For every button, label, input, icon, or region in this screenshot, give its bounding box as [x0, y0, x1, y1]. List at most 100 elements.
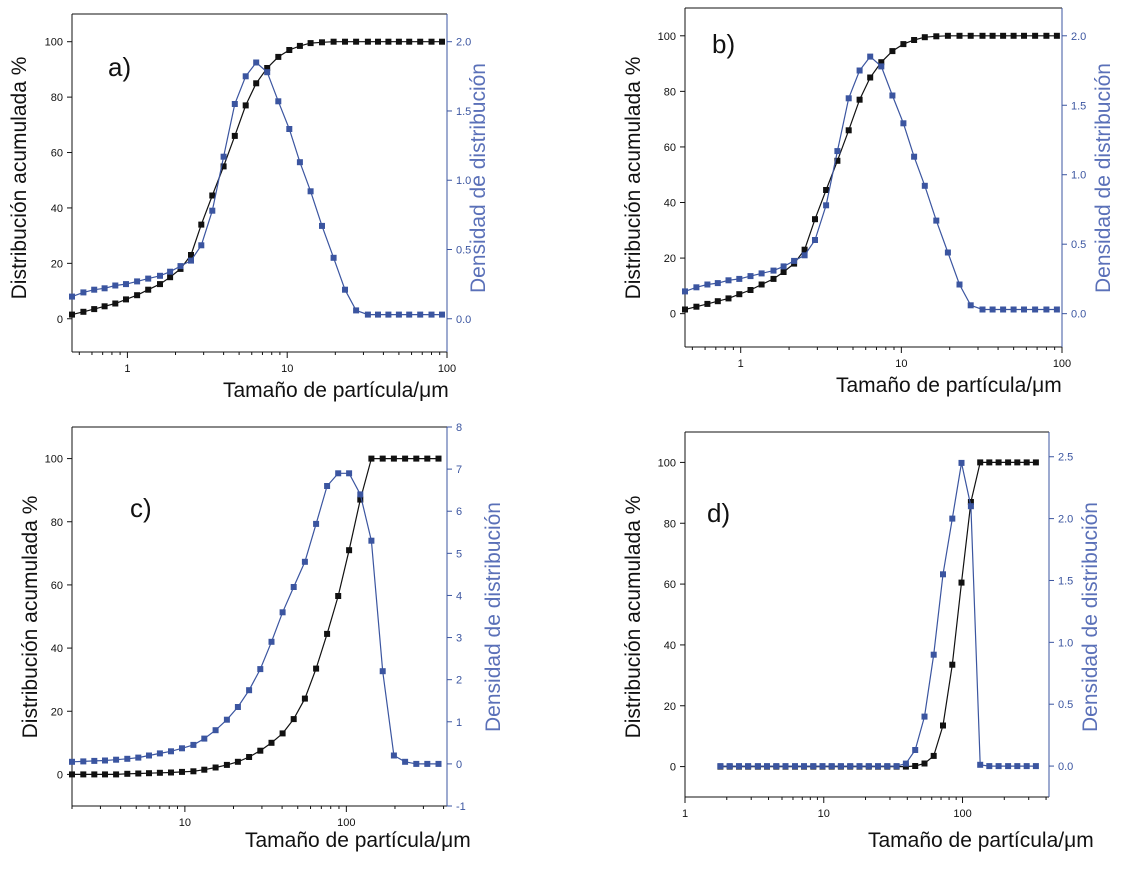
x-tick-label: 1 — [682, 808, 688, 820]
x-tick-label: 100 — [953, 808, 971, 820]
density-line — [71, 472, 439, 765]
y-tick-label: 80 — [664, 518, 676, 530]
y-right-tick-label: 1.0 — [456, 175, 471, 187]
density-point — [764, 763, 770, 770]
density-point — [212, 727, 219, 734]
density-point — [209, 207, 216, 214]
density-point — [1014, 763, 1021, 770]
density-point — [179, 745, 185, 752]
cumulative-point — [212, 764, 219, 771]
cumulative-point — [198, 221, 205, 228]
y-tick-label: 80 — [51, 517, 63, 529]
density-point — [346, 470, 353, 477]
cumulative-point — [930, 752, 937, 759]
density-point — [867, 53, 874, 60]
cumulative-point — [682, 306, 688, 313]
density-point — [1053, 306, 1060, 313]
density-point — [364, 311, 371, 318]
density-line — [720, 462, 1036, 767]
density-point — [69, 758, 75, 765]
density-point — [319, 222, 325, 229]
cumulative-point — [823, 187, 830, 193]
density-point — [1032, 306, 1039, 313]
y-tick-label: 60 — [664, 579, 676, 591]
density-point — [893, 763, 900, 770]
cumulative-point — [156, 769, 163, 776]
cumulative-point — [424, 455, 431, 462]
y-axis-label: Distribución acumulada % — [8, 57, 31, 300]
y-tick-label: 60 — [51, 148, 63, 160]
y-tick-label: 100 — [658, 457, 676, 469]
cumulative-point — [91, 306, 98, 313]
y-axis-label: Distribución acumulada % — [622, 496, 645, 739]
cumulative-point — [989, 32, 996, 39]
y-tick-label: 40 — [51, 643, 63, 655]
cumulative-point — [364, 38, 371, 45]
density-point — [428, 311, 435, 318]
cumulative-point — [911, 37, 918, 43]
cumulative-point — [1032, 459, 1039, 466]
panel-label: a) — [108, 52, 131, 82]
density-point — [307, 188, 314, 195]
density-point — [101, 285, 108, 292]
cumulative-point — [135, 770, 142, 777]
cumulative-point — [188, 252, 194, 258]
chart-panel-4: 1 10 100 0 20 40 60 80 100 0.0 0.5 1.0 1.5 2.0 2.5 d) Ta… — [622, 431, 1102, 852]
cumulative-point — [435, 455, 442, 462]
density-point — [1000, 306, 1007, 313]
density-point — [330, 254, 337, 261]
density-point — [402, 758, 409, 765]
cumulative-point — [179, 768, 185, 775]
density-point — [242, 73, 249, 80]
density-point — [353, 307, 360, 314]
y-tick-label: 0 — [670, 309, 676, 321]
y-tick-label: 80 — [51, 92, 63, 104]
y-right-tick-label: -1 — [456, 801, 466, 813]
y-right-tick-label: 0 — [456, 759, 462, 771]
chart-panel-2: 1 10 100 0 20 40 60 80 100 0.0 0.5 1.0 1.5 2.0 b) Tamañ… — [622, 7, 1115, 397]
chart-panel-1: 1 10 100 0 20 40 60 80 100 0.0 0.5 1.0 1.5 2.0 a) Tamañ… — [8, 13, 490, 402]
cumulative-point — [780, 269, 787, 275]
y-tick-label: 20 — [51, 258, 63, 270]
density-point — [682, 288, 688, 295]
cumulative-point — [80, 771, 87, 778]
density-point — [395, 311, 402, 318]
cumulative-point — [390, 455, 397, 462]
density-point — [967, 503, 974, 510]
density-point — [921, 713, 928, 720]
y-axis-label: Distribución acumulada % — [622, 57, 645, 300]
cumulative-point — [921, 34, 928, 41]
cumulative-line — [720, 461, 1036, 768]
y-right-tick-label: 4 — [456, 590, 462, 602]
cumulative-point — [413, 455, 420, 462]
cumulative-point — [268, 739, 275, 746]
cumulative-point — [834, 157, 841, 164]
density-point — [279, 609, 286, 616]
density-point — [714, 280, 721, 287]
cumulative-point — [134, 292, 141, 299]
density-point — [900, 120, 907, 127]
density-point — [912, 747, 919, 753]
density-point — [828, 763, 835, 770]
y-right-tick-label: 1.5 — [456, 106, 471, 118]
y-right-tick-label: 7 — [456, 464, 462, 476]
density-point — [188, 257, 194, 264]
panel-label: c) — [130, 493, 152, 523]
density-point — [736, 275, 743, 282]
y-right-tick-label: 2.5 — [1058, 452, 1073, 464]
density-point — [201, 735, 208, 742]
y-right-tick-label: 2.0 — [456, 37, 471, 49]
cumulative-point — [353, 38, 360, 45]
x-tick-label: 100 — [438, 363, 456, 375]
density-point — [754, 763, 761, 770]
density-point — [234, 704, 241, 710]
y-tick-label: 0 — [57, 769, 63, 781]
density-point — [135, 754, 142, 761]
density-point — [933, 217, 940, 224]
y-right-tick-label: 0.0 — [456, 314, 471, 326]
cumulative-point — [69, 771, 75, 778]
cumulative-point — [346, 547, 353, 554]
chart-panel-3: 10 100 0 20 40 60 80 100 -1 0 1 2 3 4 5 6 7 8 c) Tamaño de … — [19, 422, 505, 852]
cumulative-point — [1010, 32, 1017, 39]
cumulative-point — [234, 758, 241, 765]
